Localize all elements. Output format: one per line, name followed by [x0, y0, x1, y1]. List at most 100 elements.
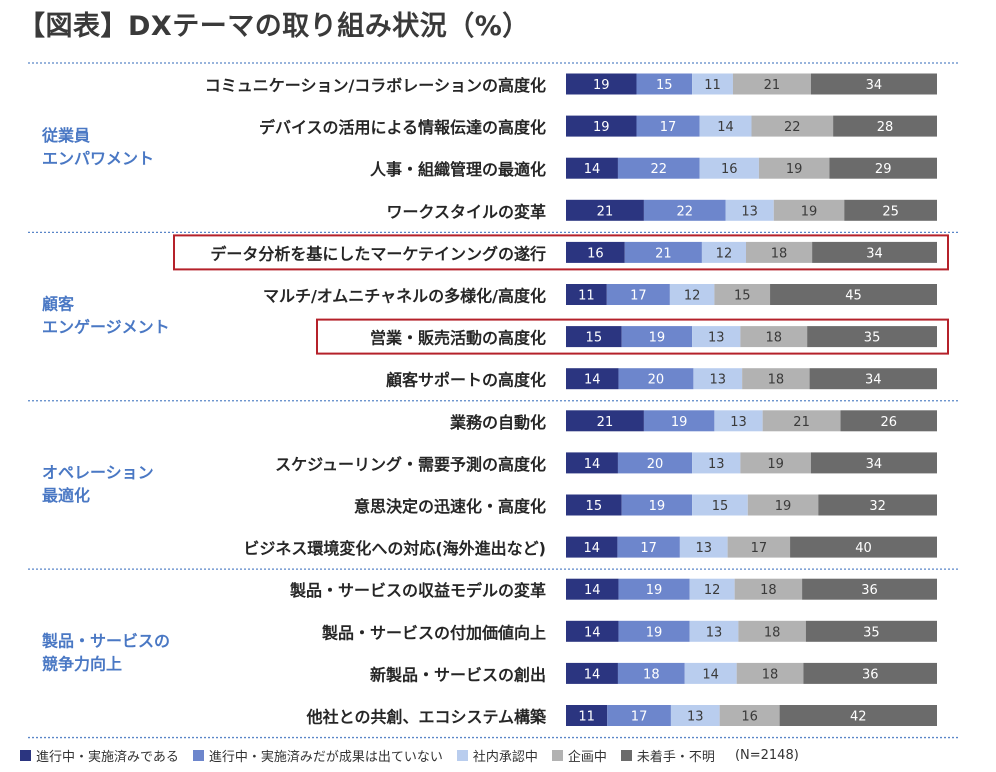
legend-item-0: 進行中・実施済みである [20, 746, 179, 765]
bar-segment-g2-r2-s1 [621, 494, 693, 516]
data-label-g3-r3-s3: 16 [741, 710, 758, 725]
chart-title: 【図表】DXテーマの取り組み状況（%） [18, 11, 530, 42]
bar-segment-g2-r2-s3 [747, 494, 819, 516]
bar-segment-g1-r2-s0 [566, 326, 622, 348]
data-label-g1-r0-s1: 21 [655, 246, 672, 261]
data-label-g1-r0-s2: 12 [716, 246, 733, 261]
legend-label-1: 進行中・実施済みだが成果は出ていない [208, 750, 443, 765]
data-label-g2-r2-s4: 32 [869, 499, 886, 514]
data-label-g0-r1-s4: 28 [877, 120, 894, 135]
row-label-g2-r3: ビジネス環境変化への対応(海外進出など) [243, 539, 546, 558]
bar-segment-g3-r1-s1 [618, 620, 690, 642]
data-label-g0-r1-s2: 14 [717, 120, 734, 135]
bar-segment-g3-r1-s4 [805, 620, 937, 642]
data-label-g0-r1-s1: 17 [660, 120, 677, 135]
bar-segment-g3-r3-s1 [607, 705, 671, 726]
bar-segment-g0-r3-s3 [773, 199, 845, 221]
data-label-g0-r0-s2: 11 [704, 78, 721, 93]
row-label-g1-r3: 顧客サポートの高度化 [386, 371, 546, 390]
data-label-g3-r1-s4: 35 [863, 625, 880, 640]
bar-segment-g0-r2-s4 [829, 157, 937, 179]
data-label-g0-r1-s0: 19 [593, 120, 610, 135]
legend-label-0: 進行中・実施済みである [36, 750, 179, 765]
bar-segment-g3-r2-s1 [617, 662, 685, 684]
data-label-g0-r2-s2: 16 [721, 162, 738, 177]
row-label-g0-r2: 人事・組織管理の最適化 [370, 160, 546, 179]
data-label-g0-r0-s4: 34 [866, 78, 883, 93]
bar-segment-g1-r2-s3 [740, 326, 808, 348]
bar-segment-g1-r0-s1 [624, 241, 702, 263]
row-label-g1-r0: データ分析を基にしたマーケテインングの遂行 [210, 244, 546, 263]
data-label-g1-r3-s2: 13 [709, 373, 726, 388]
data-label-g2-r2-s2: 15 [712, 499, 729, 514]
data-label-g0-r0-s3: 21 [764, 78, 781, 93]
row-label-g1-r1: マルチ/オムニチャネルの多様化/高度化 [263, 287, 546, 306]
data-label-g3-r0-s4: 36 [861, 583, 878, 598]
highlight-box-g1-r0 [173, 234, 949, 271]
bar-segment-g2-r0-s3 [762, 410, 841, 432]
legend-item-2: 社内承認中 [456, 746, 538, 765]
bar-segment-g1-r3-s2 [693, 368, 743, 390]
bar-segment-g2-r1-s3 [740, 452, 811, 474]
data-label-g1-r2-s0: 15 [586, 331, 603, 346]
group-label-2-line-1: 最適化 [42, 486, 90, 505]
data-label-g3-r1-s3: 18 [764, 625, 781, 640]
bar-segment-g3-r0-s4 [802, 578, 937, 600]
data-label-g2-r1-s1: 20 [647, 457, 664, 472]
bar-segment-g3-r3-s0 [566, 705, 608, 726]
bar-segment-g1-r0-s4 [812, 241, 937, 263]
bar-segment-g1-r2-s2 [692, 326, 741, 348]
bar-segment-g2-r1-s1 [617, 452, 693, 474]
data-label-g0-r3-s2: 13 [741, 204, 758, 219]
data-label-g2-r1-s2: 13 [708, 457, 725, 472]
bar-segment-g1-r0-s2 [701, 241, 746, 263]
legend-item-1: 進行中・実施済みだが成果は出ていない [192, 746, 443, 765]
bar-segment-g3-r3-s4 [779, 705, 937, 726]
row-label-g0-r0: コミュニケーション/コラボレーションの高度化 [205, 76, 546, 95]
data-label-g2-r0-s0: 21 [597, 415, 614, 430]
group-label-0-line-0: 従業員 [41, 126, 90, 145]
data-label-g2-r2-s1: 19 [649, 499, 666, 514]
group-label-2-line-0: オペレーション [42, 463, 154, 482]
bar-segment-g2-r2-s4 [818, 494, 937, 516]
bar-segment-g1-r3-s1 [618, 368, 694, 390]
bar-segment-g0-r3-s1 [643, 199, 726, 221]
bar-segment-g1-r1-s2 [669, 284, 715, 305]
bar-segment-g0-r0-s0 [566, 73, 637, 95]
bar-segment-g3-r2-s2 [684, 662, 737, 684]
data-label-g0-r3-s3: 19 [801, 204, 818, 219]
bar-segment-g2-r3-s3 [727, 536, 791, 558]
bar-segment-g3-r0-s3 [734, 578, 803, 600]
bar-segment-g3-r0-s1 [618, 578, 690, 600]
data-label-g3-r2-s1: 18 [643, 667, 660, 682]
data-label-g1-r3-s3: 18 [768, 373, 785, 388]
data-label-g2-r3-s1: 17 [640, 541, 657, 556]
data-label-g0-r0-s0: 19 [593, 78, 610, 93]
sample-size-note: (N=2148) [734, 748, 799, 763]
bar-segment-g3-r0-s0 [566, 578, 619, 600]
data-label-g1-r1-s3: 15 [734, 289, 751, 304]
bar-segment-g1-r1-s1 [606, 284, 670, 305]
bar-segment-g0-r3-s2 [725, 199, 774, 221]
bar-segment-g0-r1-s1 [636, 115, 700, 137]
legend-swatch-4 [620, 750, 632, 761]
data-label-g1-r1-s2: 12 [684, 289, 701, 304]
data-label-g1-r2-s3: 18 [765, 331, 782, 346]
row-label-g3-r0: 製品・サービスの収益モデルの変革 [289, 581, 546, 600]
data-label-g2-r1-s3: 19 [767, 457, 784, 472]
data-label-g0-r3-s1: 22 [676, 204, 693, 219]
legend-label-4: 未着手・不明 [636, 750, 715, 765]
data-label-g0-r2-s1: 22 [650, 162, 667, 177]
bar-segment-g0-r0-s4 [810, 73, 937, 95]
group-label-3-line-1: 競争力向上 [42, 654, 122, 673]
data-label-g1-r0-s4: 34 [866, 246, 883, 261]
row-label-g2-r0: 業務の自動化 [449, 413, 546, 432]
bar-segment-g2-r1-s2 [692, 452, 741, 474]
data-label-g0-r1-s3: 22 [784, 120, 801, 135]
legend-swatch-0 [20, 750, 31, 761]
bar-segment-g2-r0-s4 [840, 410, 937, 432]
legend-item-3: 企画中 [551, 746, 607, 765]
group-label-1-line-1: エンゲージメント [42, 318, 170, 337]
bar-segment-g0-r1-s4 [833, 115, 937, 137]
